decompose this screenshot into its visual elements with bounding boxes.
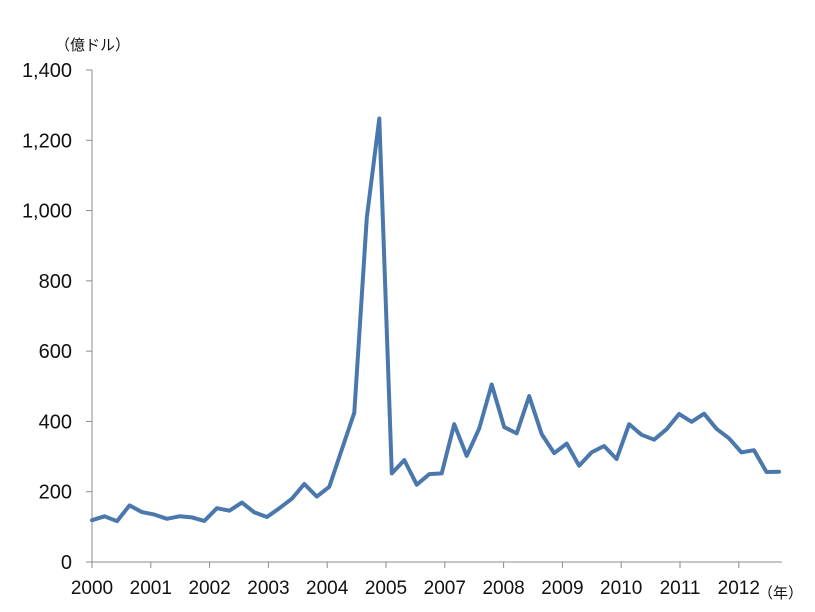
series-point	[590, 451, 593, 454]
y-tick-label: 600	[39, 341, 72, 363]
axes	[91, 70, 782, 563]
series-point	[253, 511, 256, 514]
y-axis-unit-label: （億ドル）	[55, 37, 130, 54]
series-point	[90, 519, 94, 522]
series-point	[715, 427, 718, 430]
y-tick-label: 1,000	[22, 201, 72, 223]
series-layer	[90, 116, 781, 524]
x-tick-label: 2002	[188, 578, 230, 599]
x-tick-label: 2009	[541, 578, 583, 599]
series-point	[153, 513, 156, 516]
series-point	[465, 454, 468, 458]
x-tick-label: 2005	[365, 578, 407, 599]
series-point	[303, 482, 306, 486]
series-point	[165, 517, 169, 520]
series-point	[353, 411, 356, 414]
series-point	[403, 458, 406, 462]
y-tick-label: 1,200	[22, 130, 72, 152]
series-point	[503, 425, 506, 429]
series-point	[565, 442, 568, 445]
x-tick-label: 2000	[71, 578, 113, 599]
y-tick-label: 1,400	[22, 60, 72, 82]
x-tick-label: 2011	[660, 578, 701, 599]
x-tick-label: 2012	[718, 578, 760, 599]
series-point	[652, 438, 656, 441]
series-point	[515, 432, 518, 435]
series-point	[690, 420, 693, 423]
x-tick-label: 2004	[306, 578, 349, 599]
series-point	[390, 472, 393, 475]
series-point	[328, 485, 331, 488]
series-point	[278, 507, 281, 510]
series-point	[190, 516, 194, 519]
series-point	[290, 497, 294, 500]
series-point	[665, 428, 668, 431]
x-tick-label: 2001	[130, 578, 172, 599]
series-point	[577, 464, 581, 467]
series-point	[478, 427, 481, 430]
series-point	[677, 412, 681, 416]
series-line	[90, 116, 781, 524]
series-point	[315, 495, 318, 498]
series-point	[740, 451, 743, 454]
series-point	[228, 509, 231, 512]
series-point	[140, 510, 144, 514]
series-point	[615, 457, 618, 461]
series-point	[702, 412, 706, 415]
series-point	[627, 423, 631, 426]
x-tick-label: 2008	[482, 578, 524, 599]
series-point	[727, 437, 731, 440]
y-axis-ticks: 0 200 400 600 800 1,000 1,200 1,400	[22, 60, 92, 574]
series-point	[203, 519, 206, 523]
series-point	[490, 383, 493, 386]
series-point	[777, 470, 781, 473]
series-point	[553, 451, 556, 455]
series-point	[128, 504, 131, 507]
series-point	[440, 472, 443, 475]
series-point	[602, 444, 606, 448]
series-point	[453, 423, 456, 426]
y-tick-label: 400	[39, 411, 72, 433]
series-point	[378, 117, 381, 120]
series-point	[765, 470, 768, 474]
series-point	[215, 507, 219, 510]
series-point	[415, 483, 418, 486]
series-point	[752, 449, 756, 452]
x-axis-ticks: 2000 2001 2002 2003 2004 2005 2007 2008 2009 2010…	[71, 562, 760, 599]
series-point	[428, 472, 431, 476]
series-point	[115, 520, 119, 523]
series-point	[240, 501, 244, 504]
x-tick-label: 2003	[247, 578, 289, 599]
y-tick-label: 0	[61, 552, 72, 574]
series-point	[178, 515, 181, 518]
series-point	[103, 515, 106, 518]
series-point	[540, 432, 543, 436]
series-point	[640, 433, 643, 436]
series-point	[528, 394, 531, 398]
series-point	[340, 448, 343, 451]
x-axis-unit-label: （年）	[758, 585, 803, 602]
series-point	[365, 216, 368, 219]
y-tick-label: 200	[39, 482, 72, 504]
series-point	[265, 515, 269, 519]
y-tick-label: 800	[39, 271, 72, 293]
x-tick-label: 2010	[600, 578, 642, 599]
x-tick-label: 2007	[424, 578, 466, 599]
